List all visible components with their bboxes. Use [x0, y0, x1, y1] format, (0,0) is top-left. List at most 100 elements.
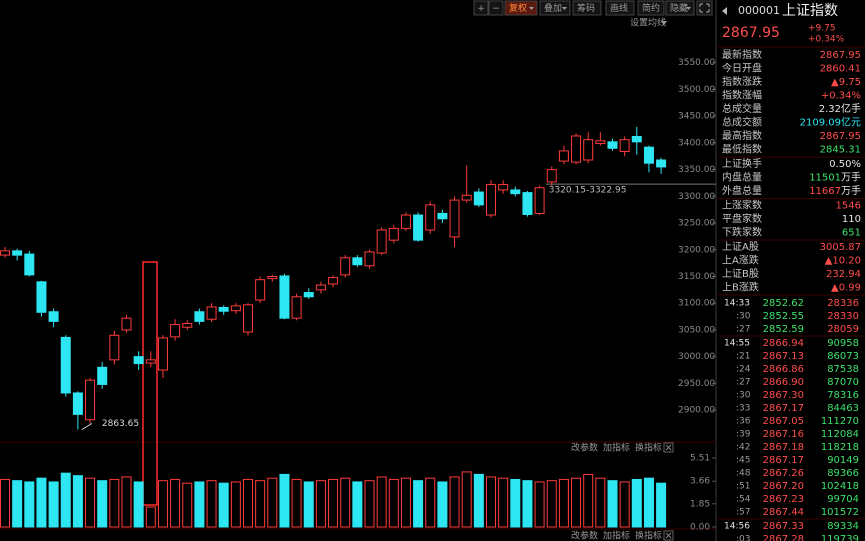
toolbar-button[interactable]	[473, 0, 489, 16]
tick-time: :42	[736, 443, 750, 453]
quote-label: 上证换手	[722, 157, 762, 170]
toolbar-button[interactable]	[637, 0, 665, 16]
quote-label: 下跌家数	[722, 226, 762, 239]
quote-unit: 万手	[841, 184, 861, 197]
volume-bar	[72, 475, 83, 528]
tick-volume: 89334	[827, 521, 859, 532]
candle-body	[157, 337, 168, 371]
y-tick-label: 2900.00	[678, 406, 715, 416]
panel-button[interactable]: 加指标	[603, 442, 630, 454]
tick-volume: 87538	[827, 364, 859, 375]
quote-label: 上A涨跌	[722, 254, 759, 267]
volume-bar	[328, 478, 339, 528]
candle-body	[145, 359, 156, 364]
volume-bar	[85, 477, 96, 528]
toolbar-button[interactable]	[665, 0, 695, 16]
volume-tick-label: 0.00	[690, 523, 710, 533]
candle-body	[36, 281, 47, 313]
tick-price: 2867.30	[763, 390, 804, 401]
tick-time: :45	[736, 456, 750, 466]
toolbar-label: 叠加	[544, 3, 562, 14]
candle-body	[60, 336, 71, 394]
candle-body	[243, 304, 253, 333]
tick-price: 2867.16	[763, 429, 804, 440]
toolbar-button[interactable]	[488, 0, 504, 16]
close-icon	[665, 532, 672, 539]
quote-label: 指数涨跌	[722, 75, 762, 88]
panel-close[interactable]	[663, 442, 674, 453]
tick-price: 2867.05	[763, 416, 804, 427]
quote-label: 最低指数	[722, 143, 762, 156]
quote-number: 3005.87	[820, 242, 861, 253]
volume-bar	[121, 476, 132, 528]
volume-bar	[303, 481, 314, 528]
volume-bar	[170, 478, 181, 528]
panel-close[interactable]	[663, 530, 674, 541]
quote-label: 平盘家数	[722, 212, 762, 225]
last-price: 2867.95	[722, 25, 780, 41]
volume-bar	[607, 480, 618, 528]
tick-price: 2867.33	[763, 521, 804, 532]
quote-value: 2845.31	[820, 145, 861, 156]
quote-value: 1546	[836, 201, 861, 212]
tick-time: :27	[736, 378, 750, 388]
quote-value: +0.34%	[821, 91, 861, 102]
y-tick-label: 3400.00	[678, 138, 715, 148]
candle-body	[522, 192, 533, 216]
candle-body	[218, 306, 229, 312]
candle-body	[170, 324, 181, 338]
ma-settings[interactable]: 设置均线	[630, 17, 666, 29]
toolbar-button[interactable]	[504, 0, 538, 16]
quote-value: 2109.09亿元	[800, 116, 861, 129]
candle-body	[230, 305, 241, 312]
candle-body	[571, 135, 582, 163]
volume-bar	[364, 480, 375, 528]
volume-bar	[315, 480, 326, 528]
toolbar-button[interactable]	[605, 0, 635, 16]
quote-number: 2109.09	[800, 118, 841, 129]
panel-button[interactable]: 改参数	[571, 530, 598, 541]
quote-number: 651	[842, 228, 861, 239]
quote-value: ▲9.75	[831, 77, 861, 88]
volume-bar	[255, 480, 266, 528]
back-arrow[interactable]	[722, 7, 727, 15]
volume-bar	[498, 477, 509, 528]
quote-value: 11501万手	[809, 171, 861, 184]
panel-button[interactable]: 改参数	[571, 442, 598, 454]
quote-label: 上B涨跌	[722, 281, 759, 294]
candle-body	[425, 204, 436, 231]
tick-price: 2867.26	[763, 468, 804, 479]
toolbar-button[interactable]	[539, 0, 571, 16]
volume-bar	[522, 480, 533, 528]
quote-label: 今日开盘	[722, 62, 762, 75]
tick-volume: 119739	[821, 534, 859, 541]
tick-time: :33	[736, 404, 750, 414]
tick-volume: 28330	[827, 311, 859, 322]
tick-price: 2867.28	[763, 534, 804, 541]
expand-button[interactable]	[696, 0, 713, 16]
tick-volume: 99704	[827, 494, 859, 505]
candle-body	[510, 189, 521, 195]
tick-time: :03	[736, 535, 750, 541]
toolbar-button[interactable]	[572, 0, 602, 16]
toolbar-label: 筹码	[577, 2, 595, 14]
volume-bar	[60, 472, 71, 528]
panel-button[interactable]: 换指标	[635, 442, 662, 454]
candle-body	[133, 356, 144, 365]
y-tick-label: 3050.00	[678, 325, 715, 335]
panel-button[interactable]: 换指标	[635, 530, 662, 541]
stock-name: 上证指数	[782, 3, 838, 19]
candle-body	[0, 250, 10, 256]
volume-bar	[206, 480, 217, 528]
volume-bar	[0, 478, 10, 528]
candle-body	[12, 250, 23, 256]
tick-price: 2867.17	[763, 403, 804, 414]
range-label: 3320.15-3322.95	[549, 186, 627, 196]
toolbar-label: −	[492, 4, 500, 14]
tick-price: 2852.62	[763, 298, 804, 309]
tick-time: :21	[736, 352, 750, 362]
panel-button[interactable]: 加指标	[603, 530, 630, 541]
